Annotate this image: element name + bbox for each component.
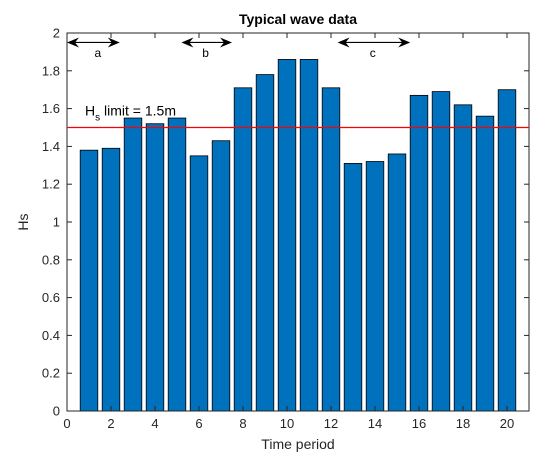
ticks-layer: 0 2 4 6 8 10 12 14 16 18 20 0 0.2 0.4 0.6 0.8 1 1.2 1.4 1.6… xyxy=(42,26,529,431)
y-tick-label-4: 0.8 xyxy=(42,252,60,267)
x-tick-label-0: 0 xyxy=(63,416,70,431)
annotation-a: a xyxy=(67,37,120,60)
hs-limit-label: Hs limit = 1.5m xyxy=(85,102,176,123)
x-axis-label: Time period xyxy=(261,436,334,452)
bar-14 xyxy=(365,161,385,412)
x-tick-label-10: 10 xyxy=(280,416,294,431)
bar-3 xyxy=(123,117,143,412)
bar-19 xyxy=(475,115,495,412)
bar-9 xyxy=(255,74,275,412)
bars-layer xyxy=(79,59,517,412)
y-tick-label-5: 1 xyxy=(53,215,60,230)
annotation-label-b: b xyxy=(202,46,209,60)
bar-13 xyxy=(343,163,363,412)
y-tick-label-10: 2 xyxy=(53,26,60,41)
bar-4 xyxy=(145,123,165,412)
bar-8 xyxy=(233,87,253,412)
x-tick-label-2: 2 xyxy=(107,416,114,431)
y-tick-label-9: 1.8 xyxy=(42,63,60,78)
bar-6 xyxy=(189,155,209,412)
bar-2 xyxy=(101,147,121,412)
arrowhead-left-a xyxy=(67,37,79,48)
x-tick-label-8: 8 xyxy=(239,416,246,431)
y-tick-label-1: 0.2 xyxy=(42,366,60,381)
x-tick-label-12: 12 xyxy=(324,416,338,431)
bar-12 xyxy=(321,87,341,412)
chart-title: Typical wave data xyxy=(239,11,357,27)
y-axis-label: Hs xyxy=(15,213,31,230)
x-tick-label-6: 6 xyxy=(195,416,202,431)
annotation-b: b xyxy=(181,37,232,60)
y-tick-label-6: 1.2 xyxy=(42,177,60,192)
reference-line-layer: Hs limit = 1.5m xyxy=(67,102,529,129)
arrowhead-left-c xyxy=(337,37,350,48)
bar-1 xyxy=(79,149,99,412)
bar-18 xyxy=(453,104,473,412)
bar-7 xyxy=(211,140,231,412)
y-tick-label-8: 1.6 xyxy=(42,101,60,116)
hs-limit-label-rest: limit = 1.5m xyxy=(100,102,176,118)
bar-16 xyxy=(409,94,429,412)
annotation-label-c: c xyxy=(370,46,376,60)
bar-5 xyxy=(167,117,187,412)
bar-20 xyxy=(497,89,517,412)
bar-10 xyxy=(277,59,297,412)
y-tick-label-3: 0.6 xyxy=(42,290,60,305)
x-tick-label-20: 20 xyxy=(500,416,514,431)
x-tick-label-4: 4 xyxy=(151,416,158,431)
annotation-label-a: a xyxy=(94,46,101,60)
annotations-layer: a b c xyxy=(67,37,411,60)
x-tick-label-18: 18 xyxy=(456,416,470,431)
arrowhead-right-b xyxy=(220,37,232,48)
bar-15 xyxy=(387,153,407,412)
bar-17 xyxy=(431,91,451,412)
y-tick-label-0: 0 xyxy=(53,404,60,419)
arrowhead-right-c xyxy=(398,37,411,48)
x-tick-label-14: 14 xyxy=(368,416,382,431)
x-tick-label-16: 16 xyxy=(412,416,426,431)
arrowhead-left-b xyxy=(181,37,194,48)
annotation-c: c xyxy=(337,37,411,60)
y-tick-label-2: 0.4 xyxy=(42,328,60,343)
hs-limit-label-main: H xyxy=(85,102,95,118)
y-tick-label-7: 1.4 xyxy=(42,139,60,154)
hs-limit-label-sub: s xyxy=(95,112,100,123)
bar-11 xyxy=(299,59,319,412)
arrowhead-right-a xyxy=(107,37,120,48)
